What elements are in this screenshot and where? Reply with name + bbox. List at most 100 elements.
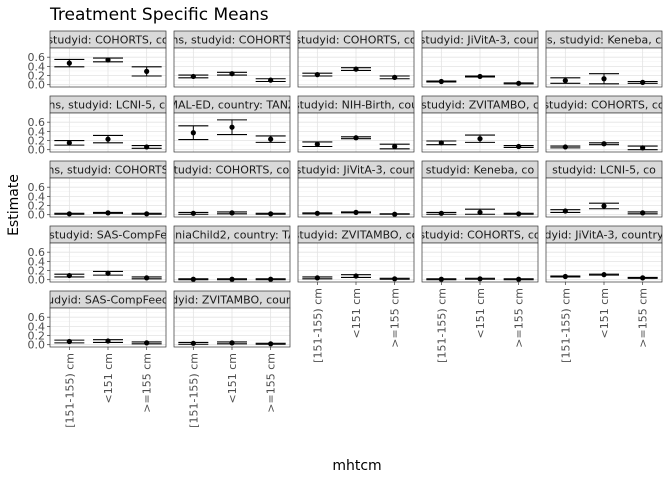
- y-tick-label: 0.0: [28, 339, 46, 352]
- estimate-point: [392, 74, 398, 80]
- panel-border: [545, 47, 663, 88]
- facet-panel: studyid: Keneba, co: [421, 160, 539, 218]
- estimate-point: [190, 340, 196, 346]
- estimate-point: [66, 211, 72, 217]
- facet-panel: udyid: SAS-CompFeed 0.00.20.40.6 [151-155)…: [28, 290, 167, 428]
- facet-panel: studyid: COHORTS, cou: [173, 160, 291, 218]
- estimate-point: [477, 136, 483, 142]
- x-tick-label: >=155 cm: [389, 288, 402, 348]
- facet-strip-label: studyid: JiVitA-3, coun: [420, 34, 541, 47]
- x-tick-label: <151 cm: [474, 288, 487, 338]
- estimate-point: [105, 57, 111, 63]
- estimate-point: [314, 275, 320, 281]
- facet-strip-label: studyid: ZVITAMBO, c: [421, 99, 539, 112]
- panel-border: [173, 177, 291, 218]
- y-tick-label: 0.6: [28, 311, 46, 324]
- estimate-point: [353, 135, 359, 141]
- y-tick-label: 0.0: [28, 79, 46, 92]
- facet-strip-label: hs, studyid: COHORTS: [47, 164, 168, 177]
- estimate-point: [190, 73, 196, 80]
- facet-strip-label: studyid: COHORTS, co: [543, 99, 665, 112]
- estimate-point: [144, 275, 150, 281]
- y-tick-label: 0.4: [28, 125, 46, 138]
- facet-panel: studyid: JiVitA-3, coun: [296, 160, 417, 218]
- estimate-point: [314, 210, 320, 216]
- estimate-point: [66, 272, 72, 279]
- estimate-point: [190, 276, 196, 282]
- facet-panel: hs, studyid: Keneba, co: [540, 30, 668, 88]
- estimate-point: [640, 79, 646, 86]
- facet-strip-label: studyid: ZVITAMBO, co: [294, 229, 419, 242]
- estimate-point: [477, 73, 483, 80]
- estimate-point: [229, 71, 235, 77]
- facet-strip-label: studyid: JiVitA-3, coun: [296, 164, 417, 177]
- facet-panel: aniaChild2, country: TA: [168, 225, 296, 283]
- panel-border: [49, 112, 167, 153]
- facet-strip-label: hs, studyid: COHORTS: [171, 34, 292, 47]
- facet-panel: dyid: JiVitA-3, country [151-155) cm <151 …: [545, 225, 664, 363]
- estimate-point: [105, 210, 111, 216]
- panel-border: [297, 112, 415, 153]
- estimate-point: [516, 80, 522, 86]
- y-tick-label: 0.4: [28, 320, 46, 333]
- y-tick-label: 0.2: [28, 265, 46, 278]
- facet-strip-label: aniaChild2, country: TA: [168, 229, 296, 242]
- facet-panel: hs, studyid: COHORTS: [171, 30, 292, 88]
- facet-panel: studyid: NIH-Birth, cou: [297, 95, 415, 153]
- estimate-point: [144, 68, 150, 74]
- facet-strip-label: dyid: ZVITAMBO, coun: [171, 294, 293, 307]
- estimate-point: [105, 136, 111, 142]
- panel-border: [49, 177, 167, 218]
- estimate-point: [144, 144, 150, 150]
- estimate-point: [601, 141, 607, 147]
- estimate-point: [268, 341, 274, 347]
- facet-strip-label: studyid: COHORTS, co: [47, 34, 169, 47]
- x-tick-label: >=155 cm: [513, 288, 526, 348]
- x-tick-label: >=155 cm: [637, 288, 650, 348]
- estimate-point: [477, 209, 483, 216]
- estimate-point: [190, 130, 196, 136]
- estimate-point: [477, 276, 483, 282]
- estimate-point: [392, 143, 398, 150]
- facet-strip-label: MAL-ED, country: TANZ: [169, 99, 296, 112]
- facet-strip-label: studyid: COHORTS, co: [419, 229, 541, 242]
- estimate-point: [268, 211, 274, 217]
- y-tick-label: 0.6: [28, 51, 46, 64]
- y-tick-label: 0.6: [28, 116, 46, 129]
- estimate-point: [601, 76, 607, 82]
- facet-panel: hs, studyid: COHORTS 0.00.20.40.6: [28, 160, 168, 222]
- estimate-point: [105, 270, 111, 276]
- facet-panels: studyid: COHORTS, co0.00.20.40.6hs, stud…: [28, 30, 668, 428]
- estimate-point: [268, 276, 274, 282]
- facet-panel: studyid: ZVITAMBO, c: [421, 95, 539, 153]
- y-tick-label: 0.6: [28, 181, 46, 194]
- estimate-point: [229, 210, 235, 216]
- panel-border: [173, 112, 291, 153]
- facet-strip-label: hs, studyid: Keneba, co: [540, 34, 668, 47]
- x-tick-label: [151-155) cm: [311, 288, 324, 363]
- estimate-point: [66, 60, 72, 66]
- facet-panel: studyid: ZVITAMBO, co [151-155) cm <151 cm…: [294, 225, 419, 363]
- facet-panel: studyid: COHORTS, co: [543, 95, 665, 153]
- estimate-point: [640, 210, 646, 216]
- estimate-point: [353, 273, 359, 279]
- estimate-point: [562, 144, 568, 150]
- panel-border: [421, 177, 539, 218]
- facet-strip-label: studyid: Keneba, co: [426, 164, 535, 177]
- panel-border: [421, 47, 539, 88]
- estimate-point: [601, 203, 607, 209]
- estimate-point: [190, 210, 196, 216]
- y-tick-label: 0.6: [28, 246, 46, 259]
- x-tick-label: [151-155) cm: [559, 288, 572, 363]
- facet-strip-label: dyid: JiVitA-3, country: [545, 229, 664, 242]
- y-tick-label: 0.4: [28, 255, 46, 268]
- estimate-point: [353, 209, 359, 216]
- chart-title: Treatment Specific Means: [49, 5, 269, 25]
- y-tick-label: 0.2: [28, 135, 46, 148]
- estimate-point: [229, 276, 235, 282]
- panel-border: [49, 47, 167, 88]
- estimate-point: [392, 276, 398, 282]
- estimate-point: [268, 136, 274, 142]
- x-tick-label: [151-155) cm: [187, 353, 200, 428]
